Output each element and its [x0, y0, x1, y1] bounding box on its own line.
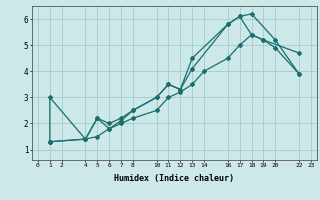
X-axis label: Humidex (Indice chaleur): Humidex (Indice chaleur) — [115, 174, 234, 183]
